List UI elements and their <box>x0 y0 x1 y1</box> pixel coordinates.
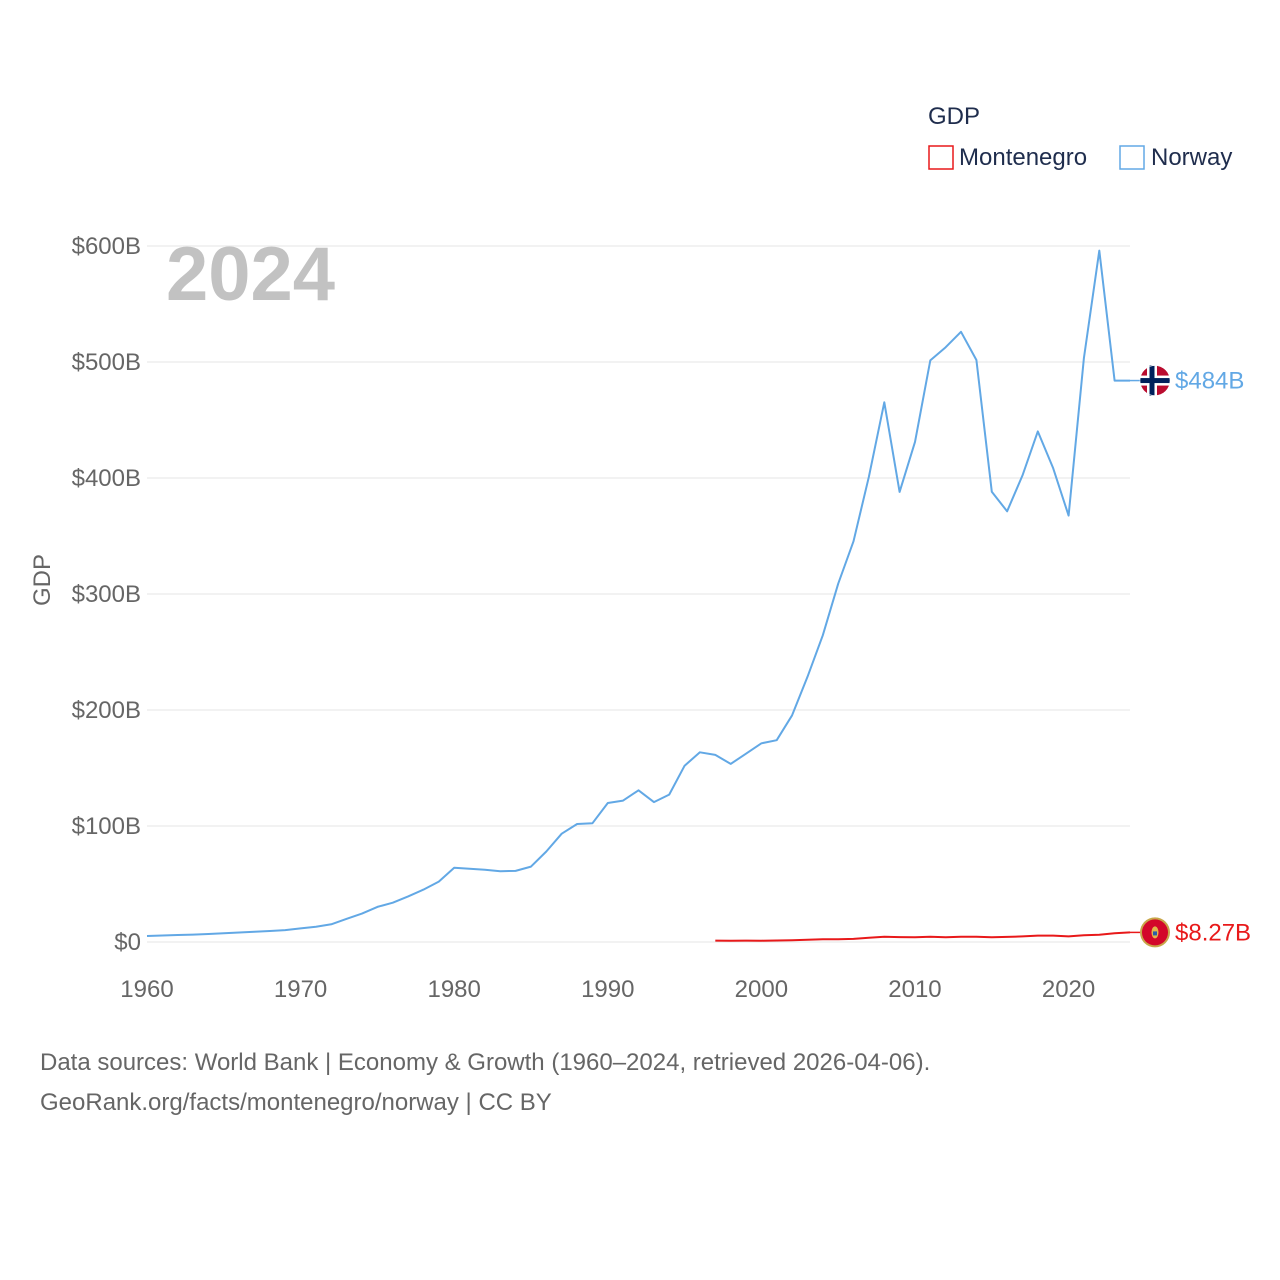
montenegro-flag-shield <box>1153 931 1157 936</box>
year-overlay: 2024 <box>166 232 335 317</box>
y-tick-label-4: $400B <box>72 465 141 492</box>
legend-label-montenegro: Montenegro <box>959 144 1087 171</box>
x-tick-label-6: 2020 <box>1042 976 1095 1003</box>
series-line-norway[interactable] <box>146 249 1130 937</box>
y-tick-label-3: $300B <box>72 581 141 608</box>
x-tick-label-2: 1980 <box>427 976 480 1003</box>
series-line-montenegro[interactable] <box>715 931 1131 942</box>
x-axis: 1960 1970 1980 1990 2000 2010 2020 <box>120 976 1095 1003</box>
legend-item-montenegro[interactable]: Montenegro <box>928 144 1087 171</box>
legend-label-norway: Norway <box>1151 144 1232 171</box>
y-tick-label-2: $200B <box>72 697 141 724</box>
end-label-montenegro: $8.27B <box>1175 919 1251 946</box>
norway-flag-cross-blue-h <box>1140 378 1170 384</box>
y-tick-label-0: $0 <box>114 929 141 956</box>
footer-attribution[interactable]: GeoRank.org/facts/montenegro/norway | CC… <box>40 1089 552 1116</box>
norway-flag-cross-blue-v <box>1149 365 1155 396</box>
end-markers: $8.27B $484B <box>1130 365 1251 948</box>
legend-swatch-norway <box>1119 145 1145 170</box>
y-axis: $0 $100B $200B $300B $400B $500B $600B <box>72 233 141 956</box>
gridlines <box>147 245 1130 943</box>
x-tick-label-5: 2010 <box>888 976 941 1003</box>
x-tick-label-3: 1990 <box>581 976 634 1003</box>
footer: Data sources: World Bank | Economy & Gro… <box>40 1043 930 1123</box>
gdp-line-chart: $0 $100B $200B $300B $400B $500B $600B 1960 197… <box>29 103 1251 1003</box>
x-tick-label-1: 1970 <box>274 976 327 1003</box>
legend-item-norway[interactable]: Norway <box>1119 144 1232 171</box>
footer-data-sources: Data sources: World Bank | Economy & Gro… <box>40 1049 931 1076</box>
legend-swatch-montenegro <box>928 145 954 170</box>
end-label-norway: $484B <box>1175 368 1244 395</box>
montenegro-flag-icon <box>1140 917 1170 948</box>
norway-flag-rim <box>1139 365 1171 396</box>
y-tick-label-1: $100B <box>72 813 141 840</box>
norway-flag-icon <box>1139 365 1171 396</box>
y-tick-label-6: $600B <box>72 233 141 260</box>
series-lines <box>146 249 1131 942</box>
x-tick-label-0: 1960 <box>120 976 173 1003</box>
legend-title: GDP <box>928 103 980 130</box>
x-tick-label-4: 2000 <box>735 976 788 1003</box>
y-tick-label-5: $500B <box>72 349 141 376</box>
y-axis-title: GDP <box>29 554 56 606</box>
legend: GDP Montenegro Norway <box>928 103 1232 171</box>
